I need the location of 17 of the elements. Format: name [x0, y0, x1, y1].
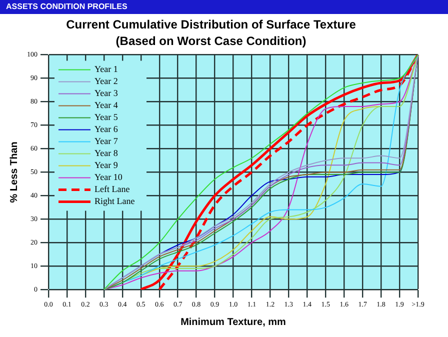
legend-label: Left Lane [94, 184, 130, 194]
legend-label: Year 6 [94, 124, 118, 134]
legend-label: Year 7 [94, 136, 118, 146]
legend-label: Year 9 [94, 160, 118, 170]
legend-label: Year 10 [94, 172, 123, 182]
text: ASSETS CONDITION PROFILES [0, 0, 448, 14]
legend-label: Year 5 [94, 112, 118, 122]
chart-subtitle: (Based on Worst Case Condition) [116, 34, 306, 48]
legend-label: Right Lane [94, 196, 135, 206]
legend-label: Year 2 [94, 76, 118, 86]
legend-label: Year 1 [94, 64, 118, 74]
x-axis-title: Minimum Texture, mm [180, 316, 286, 328]
y-axis-title: % Less Than [8, 142, 20, 203]
legend-label: Year 8 [94, 148, 118, 158]
legend-label: Year 4 [94, 100, 118, 110]
legend-label: Year 3 [94, 88, 118, 98]
chart-title: Current Cumulative Distribution of Surface Texture [66, 18, 356, 32]
